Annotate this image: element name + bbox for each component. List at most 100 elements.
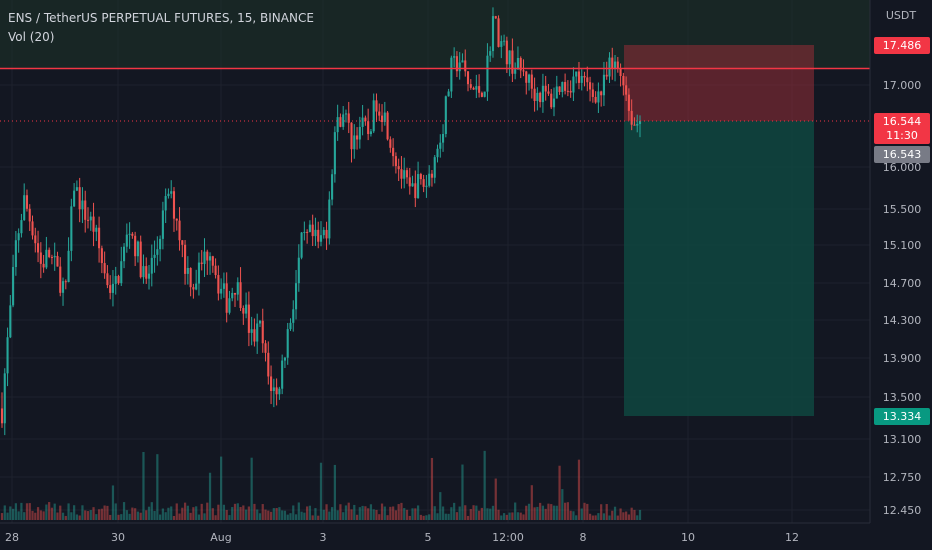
time-tick: 12 [785,531,799,544]
volume-bar [356,515,358,520]
candle-body [597,91,599,102]
time-tick: 28 [5,531,19,544]
volume-bar [228,515,230,520]
candle-body [278,389,280,395]
candle-body [112,284,114,293]
volume-bar [292,505,294,520]
candle-body [559,86,561,92]
volume-bar [520,513,522,520]
volume-bar [411,508,413,520]
candle-body [317,230,319,242]
volume-bar [567,502,569,520]
candle-body [56,256,58,267]
candle-body [198,263,200,284]
volume-bar [217,505,219,520]
candle-body [9,305,11,337]
volume-bar [334,465,336,520]
volume-bar [306,506,308,520]
volume-bar [403,508,405,520]
volume-bar [583,503,585,520]
candle-body [248,305,250,333]
volume-bar [248,507,250,520]
volume-bar [533,507,535,520]
candle-body [137,242,139,257]
volume-bar [464,505,466,520]
volume-bar [556,506,558,520]
volume-bar [151,502,153,520]
volume-bar [29,503,31,520]
candle-body [245,305,247,314]
candle-body [195,284,197,290]
price-tick: 14.300 [883,314,922,327]
candle-body [145,266,147,279]
volume-bar [636,515,638,520]
candle-body [65,281,67,282]
volume-bar [31,511,33,520]
candle-body [37,243,39,252]
volume-bar [170,506,172,520]
volume-bar [198,515,200,520]
volume-bar [514,503,516,520]
time-tick: 5 [425,531,432,544]
price-tick: 13.500 [883,391,922,404]
candle-body [334,132,336,174]
candle-body [203,252,205,264]
volume-bar [98,509,100,520]
volume-bar [384,507,386,520]
volume-bar [278,507,280,520]
volume-bar [314,508,316,520]
volume-bar [389,507,391,520]
volume-bar [209,473,211,520]
volume-bar [195,506,197,520]
volume-bar [253,504,255,520]
candle-body [378,112,380,116]
volume-bar [597,513,599,520]
candle-body [503,41,505,42]
volume-bar [611,511,613,520]
candle-body [187,268,189,274]
candle-body [40,252,42,263]
candle-body [636,124,638,126]
volume-bar [295,514,297,520]
volume-bar [159,515,161,520]
candle-body [98,228,100,249]
volume-bar [575,515,577,520]
volume-bar [495,479,497,520]
volume-bar [528,504,530,520]
volume-bar [570,511,572,520]
volume-bar [617,516,619,520]
volume-bar [245,510,247,520]
candle-body [475,86,477,90]
candle-body [425,186,427,187]
volume-bar [447,514,449,520]
candle-body [62,281,64,293]
candle-body [542,86,544,102]
candle-body [570,91,572,93]
volume-bar [361,506,363,520]
price-tick: 15.500 [883,203,922,216]
volume-bar [112,485,114,520]
candle-body [617,62,619,69]
time-tick: 8 [580,531,587,544]
candle-body [350,123,352,150]
volume-bar [239,507,241,520]
volume-indicator-label[interactable]: Vol (20) [8,28,314,47]
volume-bar [120,514,122,520]
candle-body [423,179,425,187]
volume-bar [40,510,42,520]
volume-bar [145,510,147,520]
candle-body [603,75,605,95]
volume-bar [409,516,411,520]
candle-body [550,94,552,108]
candle-body [500,41,502,47]
volume-bar [65,516,67,520]
candle-body [23,195,25,220]
candle-body [398,166,400,169]
symbol-title[interactable]: ENS / TetherUS PERPETUAL FUTURES, 15, BI… [8,9,314,28]
volume-bar [156,454,158,520]
candle-body [151,258,153,274]
candle-body [59,267,61,293]
price-axis-unit: USDT [886,9,917,22]
volume-bar [201,504,203,520]
